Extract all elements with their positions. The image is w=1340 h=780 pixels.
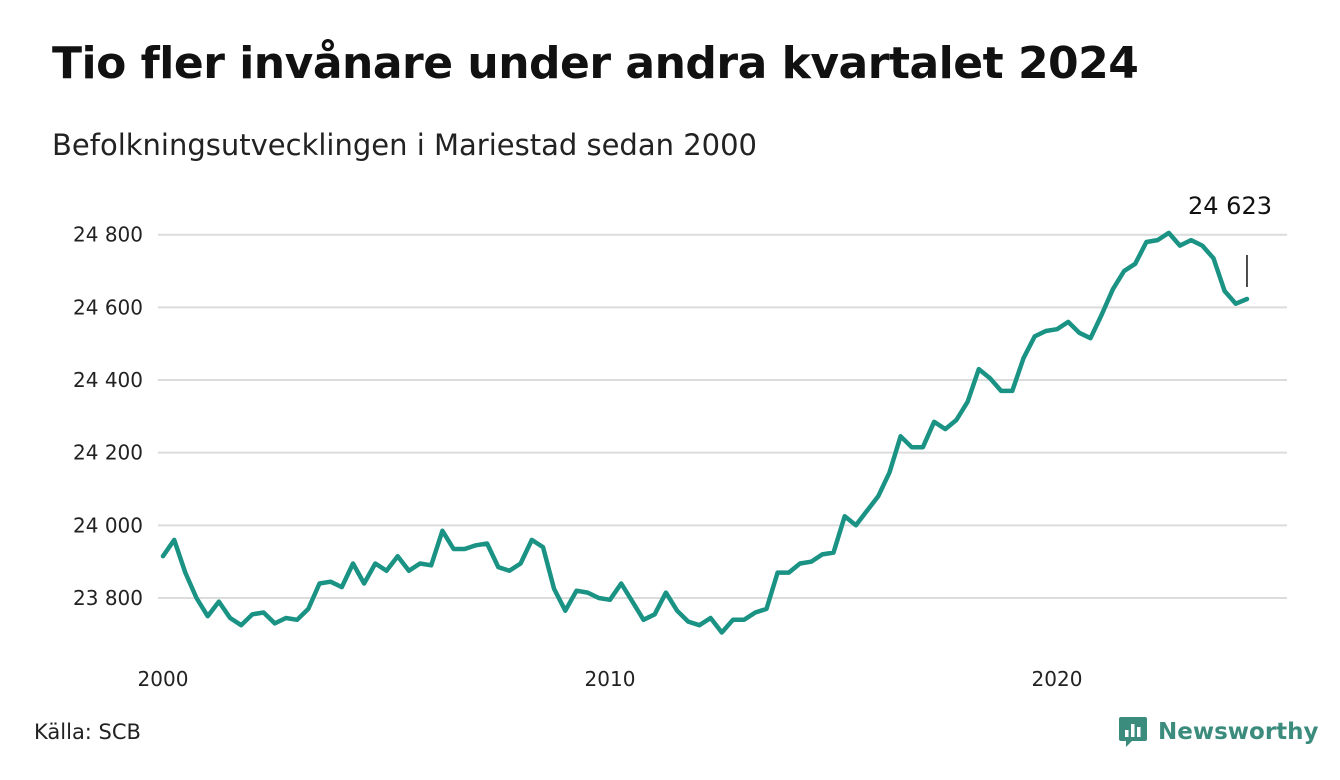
- x-tick-label: 2010: [585, 667, 636, 691]
- grid-lines: [158, 233, 1287, 599]
- last-value-annotation: 24 623: [1188, 192, 1272, 220]
- annotation-group: 24 623: [1188, 192, 1272, 288]
- chart-title: Tio fler invånare under andra kvartalet …: [52, 38, 1139, 89]
- newsworthy-logo-icon: [1119, 717, 1147, 747]
- x-axis-labels: 2000 2010 2020: [138, 667, 1083, 691]
- chart-subtitle: Befolkningsutvecklingen i Mariestad seda…: [52, 128, 758, 162]
- series-line: [160, 230, 1250, 635]
- y-tick-label: 24 000: [73, 513, 143, 537]
- y-tick-label: 24 400: [73, 368, 143, 392]
- source-label: Källa: SCB: [34, 720, 141, 744]
- x-tick-label: 2020: [1032, 667, 1083, 691]
- y-axis-labels: 23 800 24 000 24 200 24 400 24 600 24 800: [73, 223, 143, 610]
- y-tick-label: 23 800: [73, 586, 143, 610]
- y-tick-label: 24 800: [73, 223, 143, 247]
- x-tick-label: 2000: [138, 667, 189, 691]
- series-group: [160, 230, 1250, 635]
- y-tick-label: 24 600: [73, 295, 143, 319]
- brand-name: Newsworthy: [1158, 719, 1319, 745]
- brand[interactable]: Newsworthy: [1118, 712, 1319, 752]
- y-tick-label: 24 200: [73, 441, 143, 465]
